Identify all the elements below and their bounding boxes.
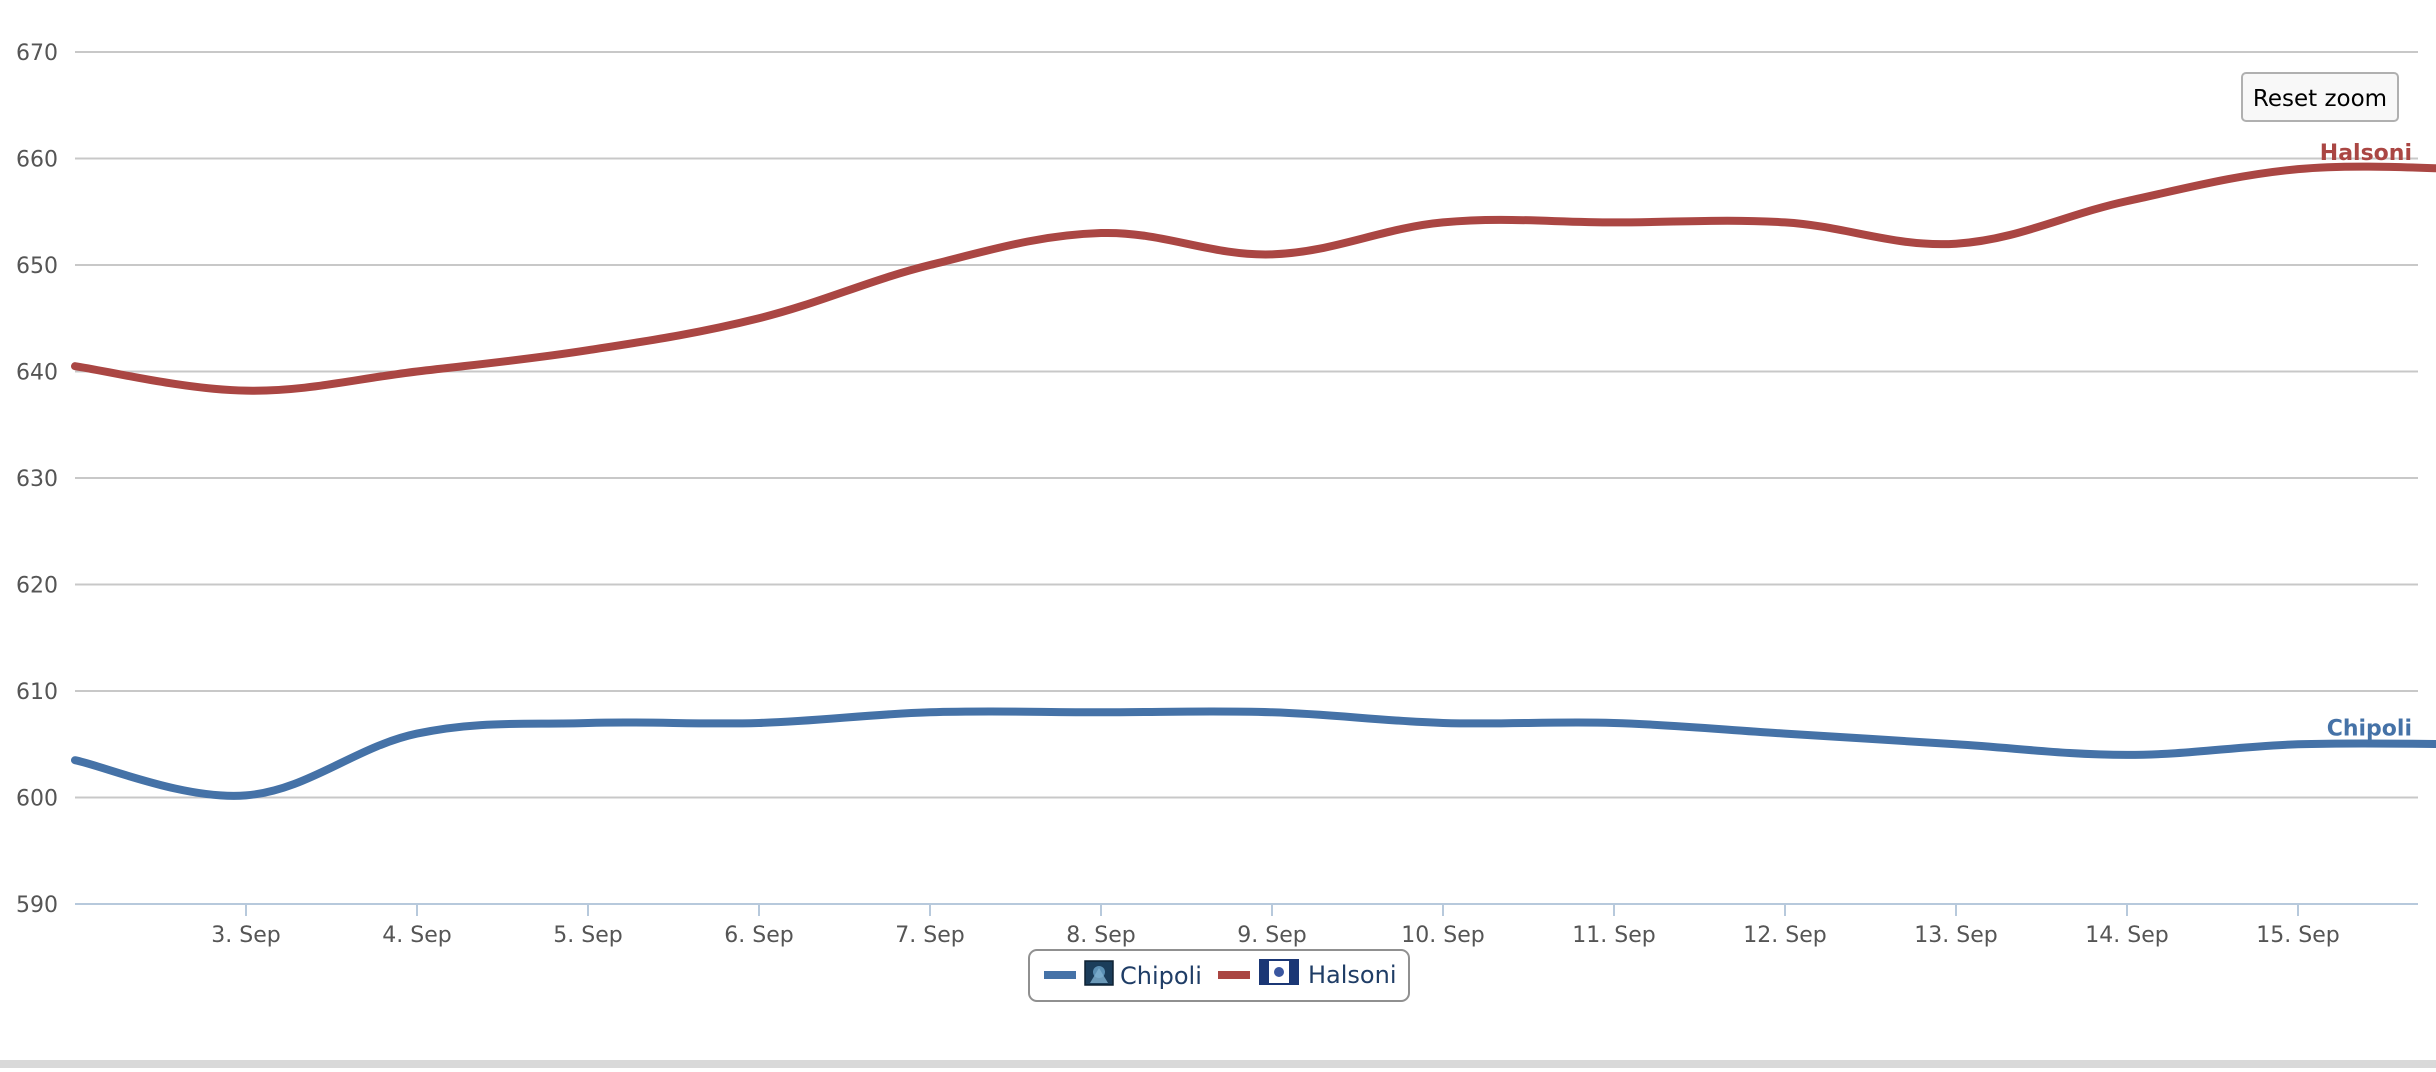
series-line-chipoli[interactable] [71, 707, 2436, 800]
legend-item-chipoli[interactable]: Chipoli [1044, 960, 1202, 990]
x-tick-label: 14. Sep [2085, 923, 2168, 948]
x-axis: 3. Sep 4. Sep 5. Sep 6. Sep 7. Sep 8. Sep 9. S… [75, 903, 2418, 948]
series-end-label-halsoni: Halsoni [2320, 141, 2412, 166]
x-tick-label: 7. Sep [895, 923, 964, 948]
x-tick-label: 5. Sep [553, 923, 622, 948]
x-tick-label: 13. Sep [1914, 923, 1997, 948]
reset-zoom-label: Reset zoom [2253, 86, 2387, 112]
x-tick-label: 4. Sep [382, 923, 451, 948]
bottom-scroll-edge [0, 1060, 2436, 1068]
series-end-labels: Chipoli Halsoni [2320, 141, 2412, 741]
x-tick-label: 15. Sep [2256, 923, 2339, 948]
y-tick-label: 620 [16, 574, 58, 599]
x-tick-label: 10. Sep [1401, 923, 1484, 948]
x-tick-label: 6. Sep [724, 923, 793, 948]
y-tick-label: 640 [16, 361, 58, 386]
y-tick-label: 670 [16, 41, 58, 66]
x-tick-label: 8. Sep [1066, 923, 1135, 948]
legend-label-chipoli: Chipoli [1120, 962, 1202, 990]
legend-label-halsoni: Halsoni [1308, 961, 1397, 989]
legend-item-halsoni[interactable]: Halsoni [1218, 959, 1397, 989]
x-tick-label: 3. Sep [211, 923, 280, 948]
legend: Chipoli Halsoni [1028, 949, 1410, 1002]
reset-zoom-button[interactable]: Reset zoom [2241, 72, 2399, 122]
series-end-label-chipoli: Chipoli [2327, 716, 2412, 741]
x-tick-label: 11. Sep [1572, 923, 1655, 948]
x-tick-label: 12. Sep [1743, 923, 1826, 948]
y-axis: 590 600 610 620 630 640 650 660 670 [16, 41, 58, 918]
x-tick-label: 9. Sep [1237, 923, 1306, 948]
halsoni-flag-icon [1259, 959, 1299, 985]
y-tick-label: 660 [16, 148, 58, 173]
y-tick-label: 590 [16, 893, 58, 918]
gridlines [75, 51, 2418, 799]
y-tick-label: 600 [16, 787, 58, 812]
series-layer [71, 162, 2436, 800]
y-tick-label: 630 [16, 467, 58, 492]
chipoli-flag-icon [1084, 960, 1114, 986]
y-tick-label: 650 [16, 254, 58, 279]
y-tick-label: 610 [16, 680, 58, 705]
series-line-halsoni[interactable] [71, 162, 2436, 395]
